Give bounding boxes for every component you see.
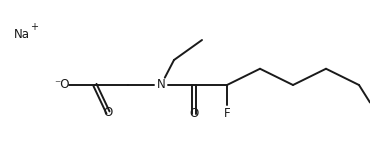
Text: ⁻O: ⁻O	[54, 78, 70, 92]
Text: O: O	[103, 106, 112, 119]
Text: +: +	[30, 22, 38, 33]
Text: N: N	[157, 78, 165, 92]
Text: F: F	[224, 107, 230, 120]
Text: Na: Na	[14, 28, 30, 42]
Text: O: O	[189, 107, 199, 120]
